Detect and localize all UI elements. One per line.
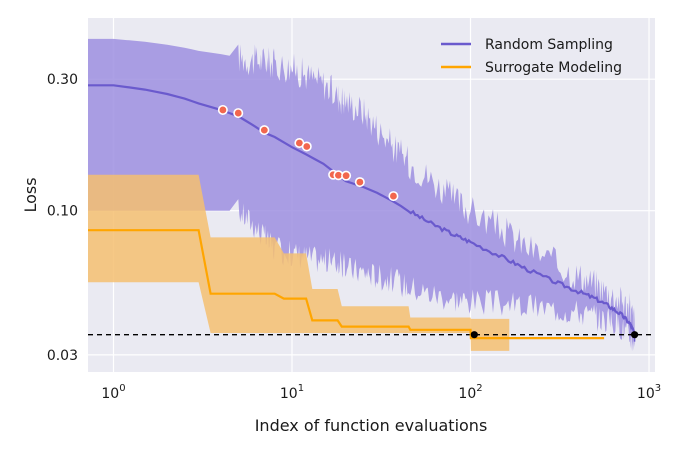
x-tick-labels: 100 101 102 103 xyxy=(101,383,661,402)
y-tick-label: 0.10 xyxy=(47,204,78,220)
improvement-marker xyxy=(233,108,244,119)
legend-label: Surrogate Modeling xyxy=(485,60,622,76)
improvement-marker xyxy=(354,177,365,188)
y-tick-labels: 0.03 0.10 0.30 xyxy=(47,72,78,364)
y-axis-label: Loss xyxy=(21,177,40,212)
improvement-marker xyxy=(301,141,312,152)
improvement-marker xyxy=(341,170,352,181)
x-tick-label: 102 xyxy=(458,383,482,402)
confidence-bands xyxy=(88,38,635,352)
surrogate-modeling-line xyxy=(88,229,605,340)
markers xyxy=(217,104,639,339)
random-sampling-line xyxy=(88,84,636,334)
y-tick-label: 0.30 xyxy=(47,72,78,88)
random-sampling-band xyxy=(88,38,635,352)
improvement-marker xyxy=(388,191,399,202)
x-tick-label: 100 xyxy=(101,383,125,402)
improvement-marker xyxy=(259,125,270,136)
x-tick-label: 101 xyxy=(280,383,304,402)
surrogate-modeling-band xyxy=(88,174,510,351)
improvement-marker xyxy=(217,104,228,115)
endpoint-marker xyxy=(470,331,478,339)
legend-label: Random Sampling xyxy=(485,37,613,53)
legend: Random Sampling Surrogate Modeling xyxy=(441,37,622,76)
x-axis-label: Index of function evaluations xyxy=(255,416,488,435)
y-tick-label: 0.03 xyxy=(47,348,78,364)
endpoint-marker xyxy=(630,331,639,339)
x-tick-label: 103 xyxy=(637,383,661,402)
